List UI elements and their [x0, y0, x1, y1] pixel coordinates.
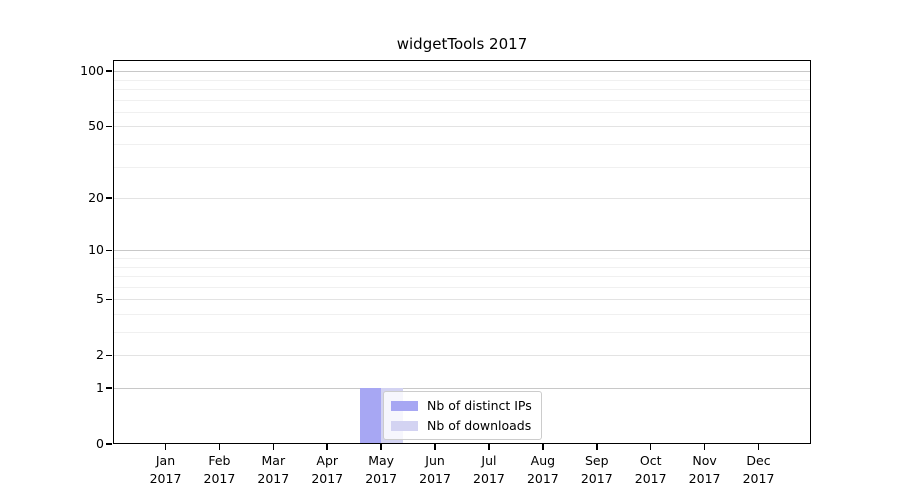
- gridline-minor: [113, 286, 811, 288]
- gridline-major: [113, 198, 811, 200]
- legend-swatch-downloads-icon: [391, 420, 418, 431]
- gridline-minor: [113, 99, 811, 101]
- gridline-major: [113, 250, 811, 252]
- gridline-minor: [113, 79, 811, 81]
- gridline-minor: [113, 266, 811, 268]
- gridline-minor: [113, 111, 811, 113]
- chart-title: widgetTools 2017: [396, 35, 528, 53]
- gridline-minor: [113, 89, 811, 90]
- legend-item-distinct-ips: Nb of distinct IPs: [391, 398, 532, 413]
- x-tick-label: Mar 2017: [257, 453, 290, 486]
- y-tick-mark: [106, 70, 112, 72]
- gridline-minor: [113, 313, 811, 315]
- y-tick-mark: [106, 298, 112, 300]
- x-tick-label: Aug 2017: [526, 453, 559, 486]
- gridline-minor: [113, 276, 811, 278]
- x-tick-mark: [380, 444, 382, 450]
- x-tick-label: Jul 2017: [473, 453, 505, 486]
- x-tick-label: Oct 2017: [634, 453, 667, 486]
- x-tick-mark: [164, 444, 167, 450]
- y-tick-label: 100: [80, 63, 104, 79]
- y-tick-mark: [106, 387, 112, 389]
- x-tick-mark: [596, 444, 598, 450]
- x-tick-label: Apr 2017: [311, 453, 344, 486]
- y-tick-mark: [106, 443, 112, 445]
- x-tick-mark: [488, 444, 490, 450]
- x-tick-label: Jun 2017: [419, 453, 451, 486]
- x-tick-mark: [703, 444, 706, 450]
- x-tick-label: Dec 2017: [742, 453, 775, 486]
- gridline-minor: [113, 144, 811, 145]
- x-tick-label: Jan 2017: [149, 453, 182, 486]
- y-tick-label: 2: [96, 347, 104, 363]
- x-tick-mark: [649, 444, 652, 450]
- gridline-minor: [113, 332, 811, 333]
- y-tick-label: 1: [96, 380, 104, 395]
- x-tick-label: May 2017: [365, 453, 398, 486]
- y-tick-label: 20: [88, 190, 104, 206]
- x-tick-mark: [272, 444, 275, 450]
- legend-label-downloads: Nb of downloads: [427, 418, 532, 433]
- legend-label-distinct-ips: Nb of distinct IPs: [427, 398, 532, 413]
- gridline-major: [113, 299, 811, 301]
- y-tick-label: 0: [96, 436, 104, 451]
- x-tick-mark: [326, 444, 328, 450]
- x-tick-mark: [434, 444, 436, 450]
- x-tick-mark: [757, 444, 760, 450]
- bar-nb-of-distinct-ips: [359, 388, 382, 444]
- legend-swatch-distinct-ips-icon: [391, 400, 418, 411]
- y-tick-label: 50: [88, 118, 104, 134]
- gridline-major: [113, 388, 811, 389]
- y-tick-mark: [106, 197, 112, 199]
- x-tick-label: Nov 2017: [688, 453, 721, 486]
- x-tick-mark: [218, 444, 221, 450]
- plot-area: [113, 60, 811, 444]
- legend: Nb of distinct IPs Nb of downloads: [383, 391, 542, 440]
- y-tick-mark: [106, 354, 112, 356]
- gridline-minor: [113, 257, 811, 259]
- y-tick-label: 5: [96, 291, 104, 307]
- x-tick-label: Sep 2017: [580, 453, 613, 486]
- gridline-major: [113, 126, 811, 128]
- gridline-minor: [113, 166, 811, 168]
- x-tick-label: Feb 2017: [203, 453, 236, 486]
- gridline-major: [113, 71, 811, 73]
- y-tick-mark: [106, 249, 112, 252]
- x-tick-mark: [542, 444, 544, 450]
- y-tick-label: 10: [88, 242, 104, 258]
- legend-item-downloads: Nb of downloads: [391, 418, 532, 433]
- y-tick-mark: [106, 125, 112, 128]
- gridline-major: [113, 355, 811, 357]
